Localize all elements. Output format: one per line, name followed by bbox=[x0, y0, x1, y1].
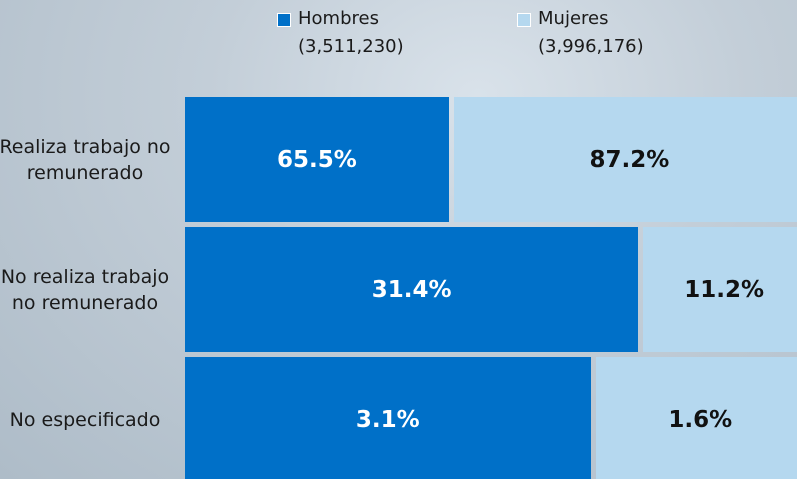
legend-swatch bbox=[277, 13, 291, 27]
legend-total: (3,996,176) bbox=[538, 36, 644, 57]
bar: 11.2% bbox=[643, 227, 797, 352]
legend-label: Mujeres bbox=[538, 8, 609, 29]
bar: 87.2% bbox=[453, 97, 797, 222]
value-label: 31.4% bbox=[371, 276, 452, 303]
legend-total: (3,511,230) bbox=[298, 36, 404, 57]
value-label: 3.1% bbox=[355, 406, 420, 433]
value-label: 65.5% bbox=[277, 146, 357, 173]
value-label: 11.2% bbox=[684, 276, 765, 303]
legend-swatch bbox=[517, 13, 531, 27]
bar: 65.5% bbox=[185, 97, 449, 222]
category-label: No realiza trabajo no remunerado bbox=[0, 265, 170, 314]
bar: 1.6% bbox=[595, 357, 797, 479]
legend-label: Hombres bbox=[298, 8, 379, 29]
value-label: 1.6% bbox=[668, 406, 733, 433]
category-label: No especificado bbox=[9, 408, 161, 431]
category-label: Realiza trabajo no remunerado bbox=[0, 135, 171, 184]
value-label: 87.2% bbox=[589, 146, 670, 173]
bar: 31.4% bbox=[185, 227, 639, 352]
bar: 3.1% bbox=[185, 357, 591, 479]
